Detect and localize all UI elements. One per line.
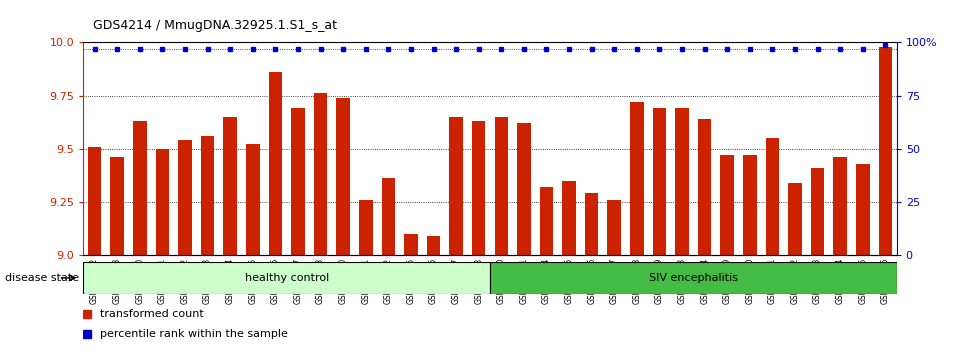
Bar xyxy=(404,234,417,255)
Bar xyxy=(857,164,869,255)
Bar xyxy=(879,47,892,255)
Bar xyxy=(133,121,147,255)
Bar xyxy=(381,178,395,255)
Bar xyxy=(291,108,305,255)
Bar xyxy=(269,72,282,255)
Bar xyxy=(156,149,170,255)
Text: transformed count: transformed count xyxy=(100,309,203,319)
Bar xyxy=(585,193,599,255)
Bar xyxy=(88,147,101,255)
Bar xyxy=(608,200,621,255)
Bar xyxy=(833,157,847,255)
Bar xyxy=(201,136,215,255)
Bar xyxy=(495,117,508,255)
Bar xyxy=(426,236,440,255)
Text: percentile rank within the sample: percentile rank within the sample xyxy=(100,329,287,339)
Bar xyxy=(630,102,644,255)
Bar xyxy=(698,119,711,255)
Bar xyxy=(788,183,802,255)
Bar xyxy=(743,155,757,255)
Text: SIV encephalitis: SIV encephalitis xyxy=(649,273,738,283)
Bar xyxy=(810,168,824,255)
Bar xyxy=(223,117,237,255)
Bar xyxy=(111,157,123,255)
Text: GDS4214 / MmugDNA.32925.1.S1_s_at: GDS4214 / MmugDNA.32925.1.S1_s_at xyxy=(93,19,337,32)
Bar xyxy=(563,181,576,255)
Bar xyxy=(653,108,666,255)
Bar xyxy=(314,93,327,255)
Text: disease state: disease state xyxy=(5,273,79,283)
Text: healthy control: healthy control xyxy=(245,273,328,283)
Bar xyxy=(765,138,779,255)
Bar xyxy=(178,140,192,255)
Bar xyxy=(675,108,689,255)
Bar xyxy=(490,262,897,294)
Bar xyxy=(359,200,372,255)
Bar xyxy=(472,121,485,255)
Bar xyxy=(246,144,260,255)
Bar xyxy=(720,155,734,255)
Bar xyxy=(540,187,554,255)
Bar xyxy=(83,262,490,294)
Bar xyxy=(449,117,463,255)
Bar xyxy=(517,123,531,255)
Bar xyxy=(336,98,350,255)
